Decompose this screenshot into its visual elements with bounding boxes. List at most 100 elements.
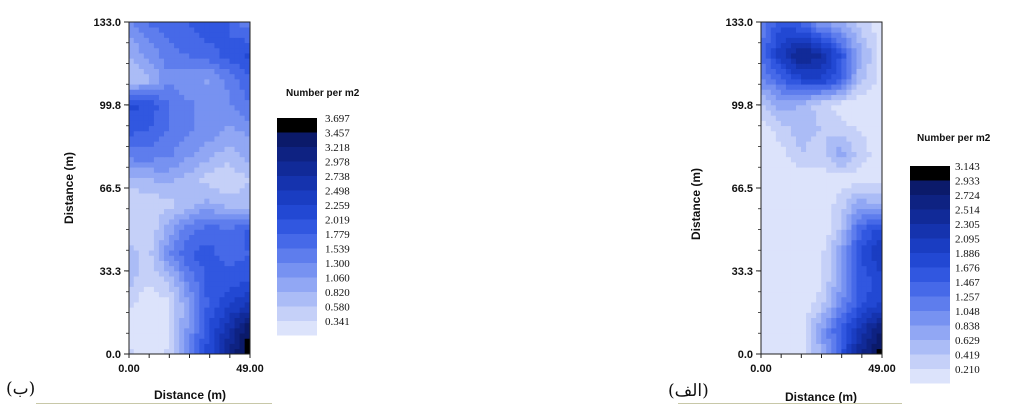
heatmap-cell — [129, 307, 135, 313]
heatmap-cell — [775, 89, 782, 95]
heatmap-cell — [244, 125, 250, 132]
heatmap-cell — [143, 317, 150, 324]
heatmap-cell — [801, 52, 807, 59]
heatmap-cell — [158, 177, 165, 184]
heatmap-cell — [239, 161, 246, 168]
heatmap-cell — [856, 182, 863, 189]
heatmap-cell — [795, 42, 802, 49]
heatmap-cell — [790, 68, 797, 75]
heatmap-cell — [163, 198, 170, 204]
heatmap-cell — [214, 192, 221, 199]
heatmap-cell — [174, 312, 180, 318]
heatmap-cell — [209, 177, 216, 184]
heatmap-cell — [816, 296, 822, 303]
heatmap-cell — [811, 125, 817, 132]
heatmap-cell — [761, 37, 767, 44]
heatmap-cell — [785, 120, 792, 127]
heatmap-cell — [133, 58, 140, 64]
heatmap-cell — [856, 141, 863, 147]
heatmap-cell — [169, 286, 175, 293]
heatmap-cell — [229, 94, 236, 101]
heatmap-cell — [209, 208, 216, 215]
heatmap-cell — [148, 130, 155, 137]
heatmap-cell — [785, 52, 792, 59]
heatmap-cell — [826, 63, 832, 69]
heatmap-cell — [234, 192, 241, 199]
heatmap-cell — [871, 213, 878, 220]
heatmap-cell — [826, 146, 832, 152]
heatmap-cell — [821, 58, 827, 64]
heatmap-cell — [234, 78, 241, 85]
heatmap-cell — [836, 260, 842, 267]
heatmap-cell — [816, 192, 822, 199]
heatmap-cell — [806, 249, 812, 256]
heatmap-cell — [239, 115, 246, 121]
heatmap-cell — [765, 120, 772, 127]
heatmap-cell — [169, 94, 175, 101]
heatmap-cell — [234, 73, 241, 80]
heatmap-cell — [138, 26, 145, 33]
heatmap-cell — [851, 78, 858, 85]
heatmap-cell — [785, 286, 792, 293]
heatmap-cell — [775, 83, 782, 90]
heatmap-cell — [133, 130, 140, 137]
heatmap-cell — [761, 42, 767, 49]
heatmap-cell — [876, 296, 882, 303]
heatmap-cell — [219, 42, 226, 49]
heatmap-cell — [871, 192, 878, 199]
heatmap-cell — [194, 224, 200, 230]
heatmap-cell — [770, 104, 777, 111]
heatmap-cell — [846, 187, 853, 194]
heatmap-cell — [836, 291, 842, 298]
heatmap-cell — [129, 255, 135, 261]
heatmap-cell — [158, 260, 165, 267]
heatmap-cell — [841, 73, 848, 80]
heatmap-cell — [846, 281, 853, 287]
legend-title-alef: Number per m2 — [917, 133, 991, 144]
heatmap-cell — [861, 109, 868, 116]
heatmap-cell — [163, 156, 170, 163]
heatmap-cell — [761, 26, 767, 33]
heatmap-cell — [851, 172, 858, 178]
heatmap-cell — [158, 332, 165, 339]
heatmap-cell — [780, 234, 787, 241]
heatmap-cell — [204, 89, 210, 95]
heatmap-cell — [801, 317, 807, 324]
heatmap-cell — [780, 52, 787, 59]
heatmap-cell — [209, 203, 216, 210]
heatmap-cell — [239, 37, 246, 44]
heatmap-cell — [239, 291, 246, 298]
heatmap-cell — [143, 270, 150, 277]
heatmap-cell — [811, 109, 817, 116]
heatmap-cell — [199, 255, 205, 261]
legend-swatch — [277, 263, 317, 278]
heatmap-cell — [866, 286, 873, 293]
heatmap-cell — [806, 172, 812, 178]
heatmap-cell — [158, 141, 165, 147]
heatmap-cell — [143, 343, 150, 350]
heatmap-cell — [214, 239, 221, 246]
heatmap-cell — [133, 182, 140, 189]
heatmap-cell — [143, 22, 150, 28]
heatmap-cell — [224, 203, 231, 210]
heatmap-cell — [204, 281, 210, 287]
heatmap-cell — [785, 332, 792, 339]
heatmap-cell — [239, 187, 246, 194]
heatmap-cell — [765, 249, 772, 256]
heatmap-cell — [179, 208, 185, 215]
heatmap-cell — [214, 146, 221, 152]
heatmap-cell — [244, 177, 250, 184]
heatmap-cell — [821, 244, 827, 251]
legend-label: 2.498 — [325, 186, 350, 198]
heatmap-cell — [795, 312, 802, 318]
heatmap-cell — [148, 37, 155, 44]
heatmap-cell — [856, 130, 863, 137]
heatmap-cell — [765, 42, 772, 49]
heatmap-cell — [826, 99, 832, 106]
heatmap-cell — [785, 218, 792, 225]
heatmap-cell — [194, 141, 200, 147]
heatmap-cell — [148, 135, 155, 142]
legend-label: 2.738 — [325, 171, 350, 183]
heatmap-cell — [169, 275, 175, 282]
heatmap-cell — [770, 249, 777, 256]
